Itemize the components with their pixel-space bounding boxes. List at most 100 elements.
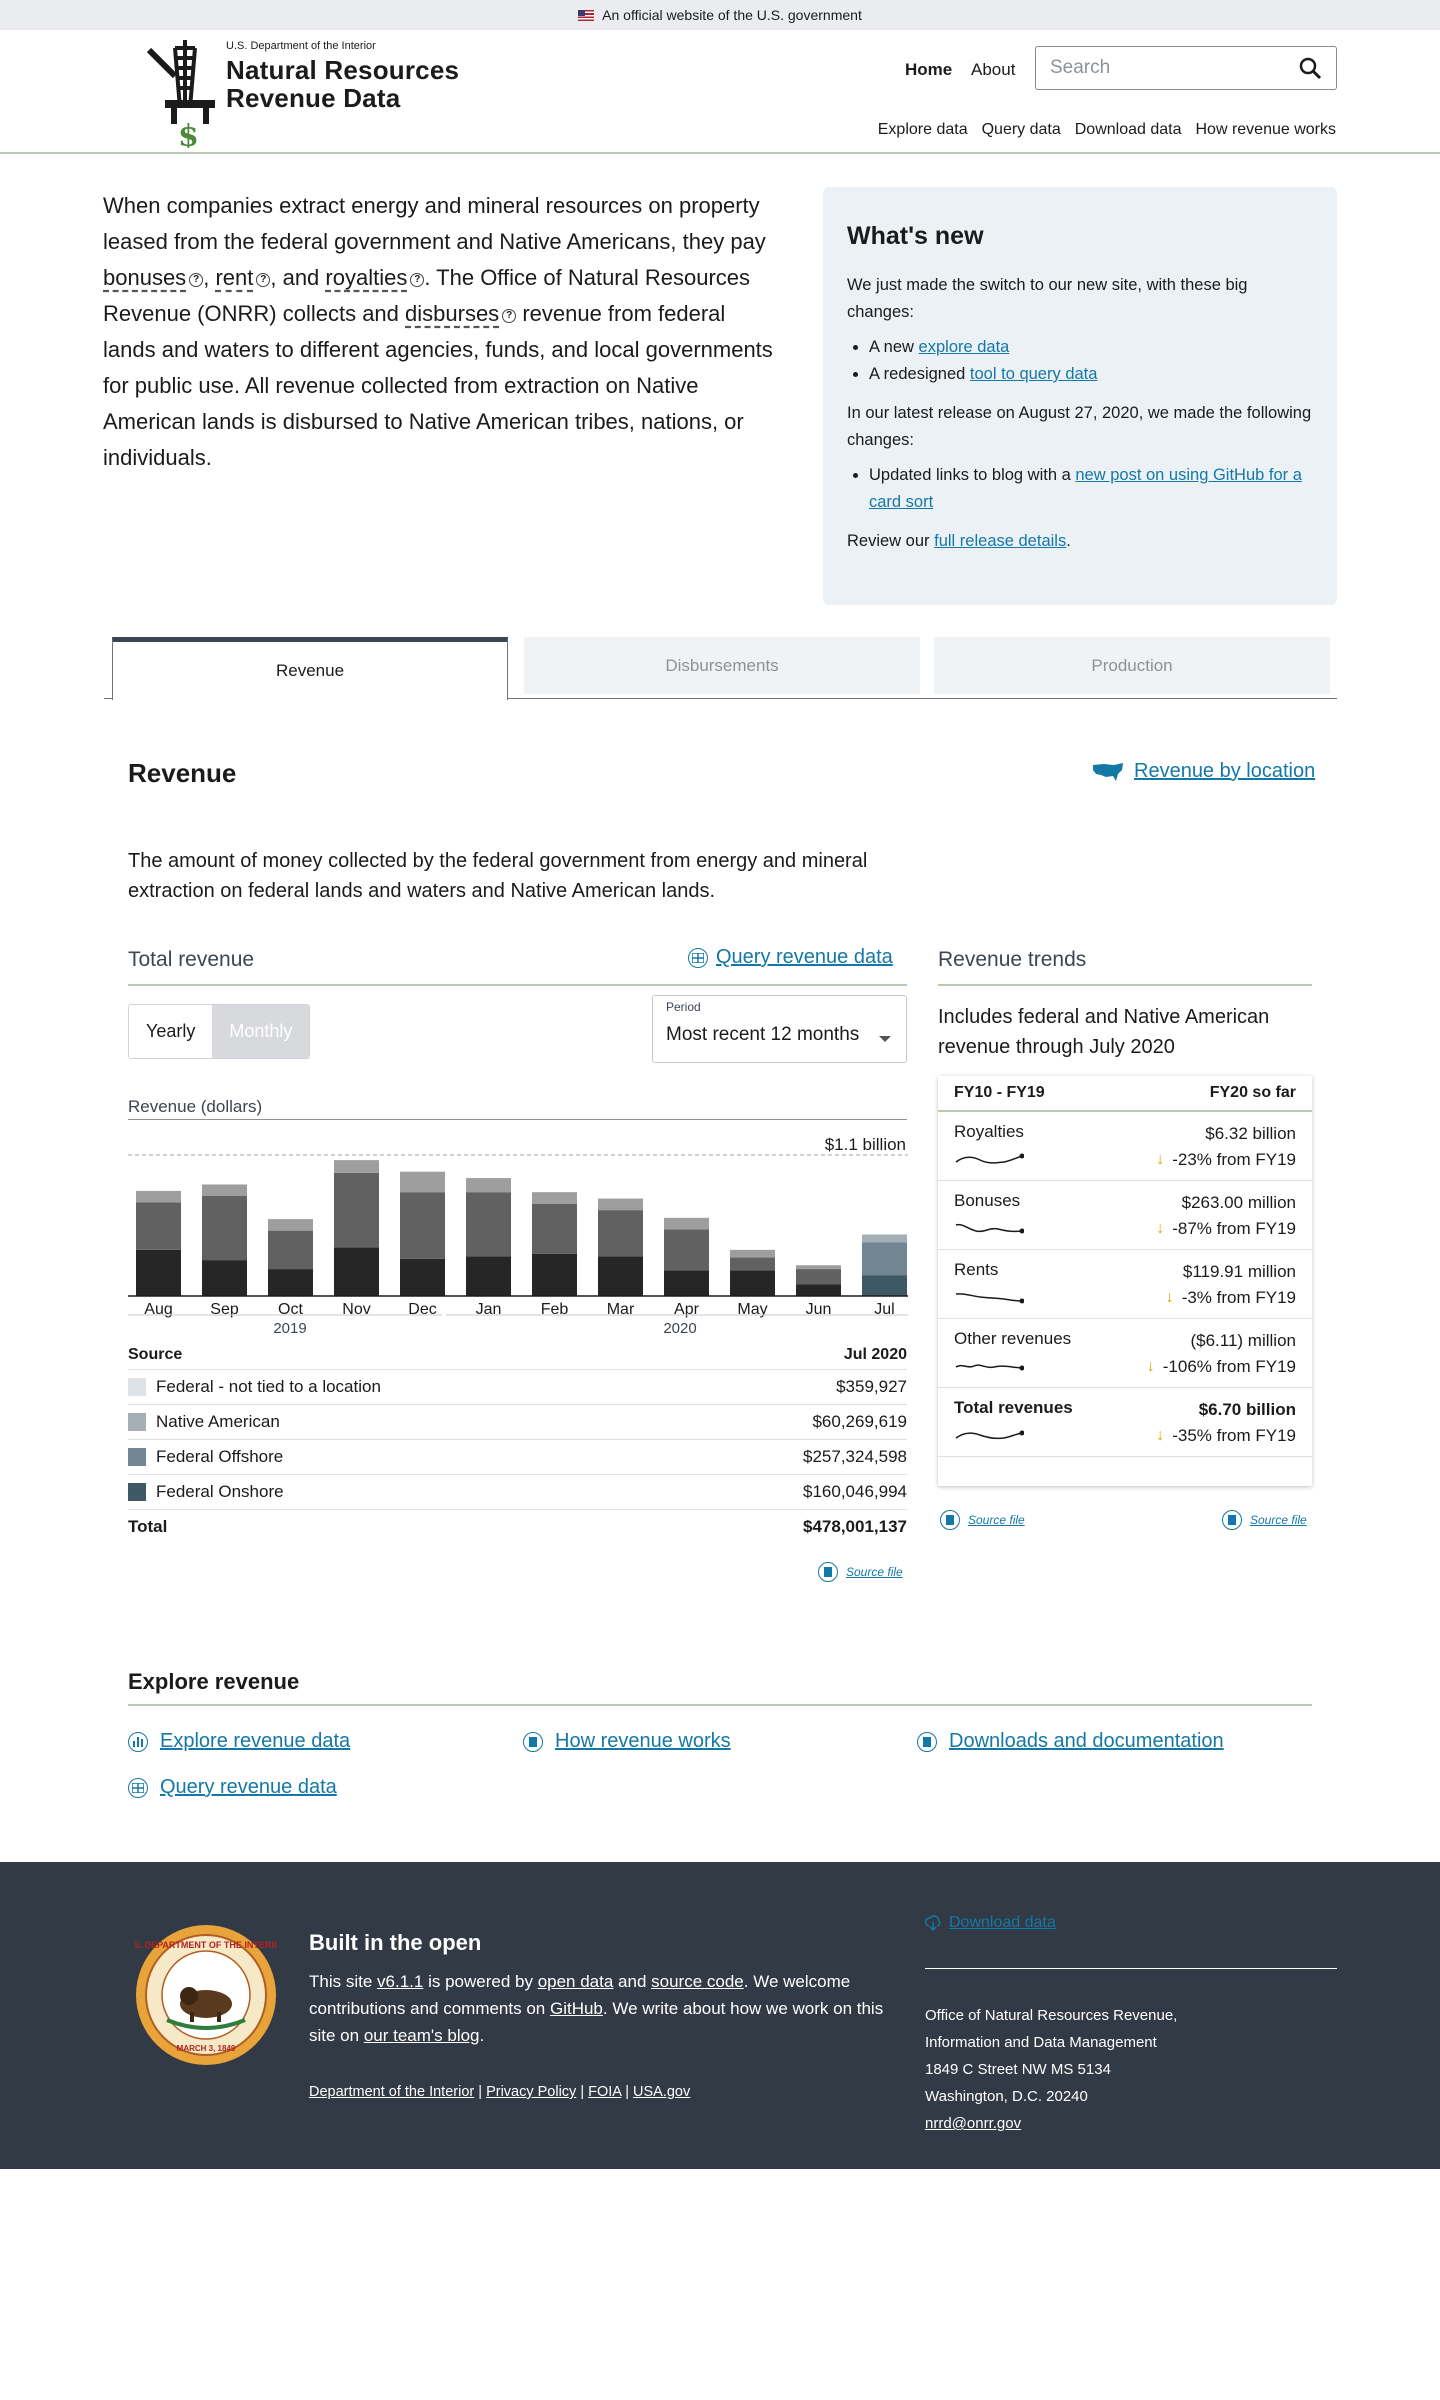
team-blog-link[interactable]: our team's blog bbox=[363, 2026, 480, 2045]
query-tool-link[interactable]: tool to query data bbox=[969, 365, 1098, 383]
chart-bar-may-federal-onshore[interactable] bbox=[730, 1270, 775, 1296]
search-input[interactable] bbox=[1036, 57, 1286, 79]
chart-bar-apr-native-american[interactable] bbox=[664, 1217, 709, 1230]
chart-bar-apr-federal-offshore[interactable] bbox=[664, 1229, 709, 1271]
help-icon[interactable]: ? bbox=[410, 273, 425, 287]
search-icon[interactable] bbox=[1298, 56, 1322, 80]
tab-disbursements[interactable]: Disbursements bbox=[524, 637, 920, 694]
chart-bar-jul-native-american[interactable] bbox=[862, 1234, 907, 1243]
explore-data-link[interactable]: explore data bbox=[918, 338, 1010, 356]
nav-home-link[interactable]: Home bbox=[905, 60, 953, 79]
subnav-query-data[interactable]: Query data bbox=[981, 121, 1061, 138]
chart-bar-aug-federal-onshore[interactable] bbox=[136, 1249, 181, 1296]
chart-bar-oct-federal-onshore[interactable] bbox=[268, 1269, 313, 1296]
list-item-text: A new bbox=[869, 338, 919, 356]
revenue-description: The amount of money collected by the fed… bbox=[128, 850, 868, 902]
how-revenue-works-link[interactable]: How revenue works bbox=[523, 1730, 731, 1753]
chart-bar-feb-federal-onshore[interactable] bbox=[532, 1253, 577, 1296]
term-bonuses[interactable]: bonuses? bbox=[103, 265, 204, 290]
privacy-policy-link[interactable]: Privacy Policy bbox=[486, 2084, 577, 2100]
trend-name: Other revenues bbox=[954, 1329, 1072, 1348]
chart-bar-feb-federal-offshore[interactable] bbox=[532, 1203, 577, 1254]
tab-production[interactable]: Production bbox=[934, 637, 1330, 694]
chart-bar-jun-federal-onshore[interactable] bbox=[796, 1284, 841, 1296]
subnav-download-data[interactable]: Download data bbox=[1074, 121, 1182, 138]
logo-title-line1: Natural Resources bbox=[226, 55, 460, 85]
downloads-documentation-link[interactable]: Downloads and documentation bbox=[917, 1730, 1224, 1753]
chart-bar-sep-federal-onshore[interactable] bbox=[202, 1260, 247, 1296]
explore-revenue-data-link[interactable]: Explore revenue data bbox=[128, 1730, 350, 1753]
trends-source-file-link[interactable]: Source file bbox=[940, 1510, 1025, 1530]
email-link[interactable]: nrrd@onrr.gov bbox=[925, 2115, 1022, 2132]
tab-revenue[interactable]: Revenue bbox=[112, 637, 508, 700]
chart-bar-feb-native-american[interactable] bbox=[532, 1192, 577, 1204]
chart-bar-sep-native-american[interactable] bbox=[202, 1184, 247, 1197]
chart-bar-jan-native-american[interactable] bbox=[466, 1178, 511, 1193]
help-icon[interactable]: ? bbox=[502, 309, 517, 323]
trend-row-royalties: Royalties $6.32 billion ↓ -23% from FY19 bbox=[938, 1112, 1312, 1181]
nav-about-link[interactable]: About bbox=[971, 60, 1016, 79]
version-link[interactable]: v6.1.1 bbox=[377, 1972, 424, 1991]
chart-bar-dec-native-american[interactable] bbox=[400, 1171, 445, 1193]
logo-title[interactable]: Natural Resources Revenue Data bbox=[226, 56, 459, 112]
footer-text: . We welcome contributions and comments … bbox=[309, 1972, 851, 2018]
chart-bar-aug-native-american[interactable] bbox=[136, 1190, 181, 1203]
chart-bar-apr-federal-onshore[interactable] bbox=[664, 1270, 709, 1296]
oil-rig-logo-icon[interactable]: $ bbox=[145, 38, 223, 148]
open-data-link[interactable]: open data bbox=[537, 1972, 614, 1991]
usa-gov-link[interactable]: USA.gov bbox=[633, 2084, 691, 2100]
term-disburses[interactable]: disburses? bbox=[405, 301, 517, 326]
chart-bar-dec-federal-onshore[interactable] bbox=[400, 1258, 445, 1296]
revenue-by-location-link[interactable]: Revenue by location bbox=[1092, 760, 1315, 783]
source-code-link[interactable]: source code bbox=[651, 1972, 744, 1991]
foia-link[interactable]: FOIA bbox=[588, 2084, 622, 2100]
table-icon bbox=[128, 1777, 148, 1798]
subnav-how-revenue-works[interactable]: How revenue works bbox=[1195, 121, 1337, 138]
query-revenue-link[interactable]: Query revenue data bbox=[688, 946, 893, 969]
doi-link[interactable]: Department of the Interior bbox=[309, 2084, 475, 2100]
chart-x-tick-label: Sep bbox=[210, 1301, 239, 1318]
help-icon[interactable]: ? bbox=[189, 273, 204, 287]
chart-bar-nov-federal-onshore[interactable] bbox=[334, 1247, 379, 1296]
chart-bar-sep-federal-offshore[interactable] bbox=[202, 1196, 247, 1261]
term-royalties[interactable]: royalties? bbox=[325, 265, 425, 290]
chart-bar-jun-native-american[interactable] bbox=[796, 1265, 841, 1270]
chart-bar-oct-federal-offshore[interactable] bbox=[268, 1230, 313, 1270]
explore-link-label: Query revenue data bbox=[160, 1776, 337, 1798]
revenue-trends-title: Revenue trends bbox=[938, 948, 1087, 971]
trends-source-file-link[interactable]: Source file bbox=[1222, 1510, 1307, 1530]
chart-bar-mar-native-american[interactable] bbox=[598, 1198, 643, 1211]
term-rent[interactable]: rent? bbox=[215, 265, 271, 290]
subnav-explore-data[interactable]: Explore data bbox=[877, 121, 968, 138]
github-link[interactable]: GitHub bbox=[549, 1999, 603, 2018]
toggle-yearly[interactable]: Yearly bbox=[129, 1005, 213, 1058]
intro-paragraph: When companies extract energy and minera… bbox=[103, 188, 783, 476]
github-card-sort-link[interactable]: new post on using GitHub for a card sort bbox=[869, 466, 1302, 511]
chart-bar-mar-federal-offshore[interactable] bbox=[598, 1210, 643, 1257]
chart-bar-may-federal-offshore[interactable] bbox=[730, 1257, 775, 1271]
sparkline bbox=[955, 1293, 1024, 1304]
chart-bar-jul-federal-onshore[interactable] bbox=[862, 1275, 907, 1296]
chart-bar-jul-federal-offshore[interactable] bbox=[862, 1242, 907, 1276]
chart-bar-jan-federal-offshore[interactable] bbox=[466, 1192, 511, 1257]
query-revenue-data-link[interactable]: Query revenue data bbox=[128, 1776, 337, 1799]
help-icon[interactable]: ? bbox=[256, 273, 271, 287]
row-label: Native American bbox=[128, 1412, 280, 1432]
chart-bar-may-native-american[interactable] bbox=[730, 1249, 775, 1258]
chart-bar-oct-native-american[interactable] bbox=[268, 1219, 313, 1231]
release-details-link[interactable]: full release details bbox=[934, 532, 1067, 550]
download-data-link[interactable]: Download data bbox=[949, 1914, 1056, 1931]
toggle-monthly[interactable]: Monthly bbox=[212, 1005, 310, 1058]
chart-bar-nov-native-american[interactable] bbox=[334, 1160, 379, 1173]
chart-bar-nov-federal-offshore[interactable] bbox=[334, 1172, 379, 1248]
logo-dept-name: U.S. Department of the Interior bbox=[226, 40, 376, 52]
legend-swatch bbox=[128, 1483, 146, 1501]
chart-bar-mar-federal-onshore[interactable] bbox=[598, 1256, 643, 1296]
footer-text: . We write about how we work on this sit… bbox=[309, 1999, 884, 2045]
chart-bar-dec-federal-offshore[interactable] bbox=[400, 1192, 445, 1259]
chart-bar-jan-federal-onshore[interactable] bbox=[466, 1256, 511, 1296]
chart-bar-jun-federal-offshore[interactable] bbox=[796, 1269, 841, 1285]
period-select[interactable]: Period Most recent 12 months bbox=[652, 995, 907, 1063]
table-source-file-link[interactable]: Source file bbox=[818, 1562, 903, 1582]
chart-bar-aug-federal-offshore[interactable] bbox=[136, 1202, 181, 1250]
